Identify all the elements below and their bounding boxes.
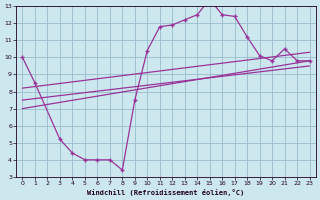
X-axis label: Windchill (Refroidissement éolien,°C): Windchill (Refroidissement éolien,°C)	[87, 189, 245, 196]
